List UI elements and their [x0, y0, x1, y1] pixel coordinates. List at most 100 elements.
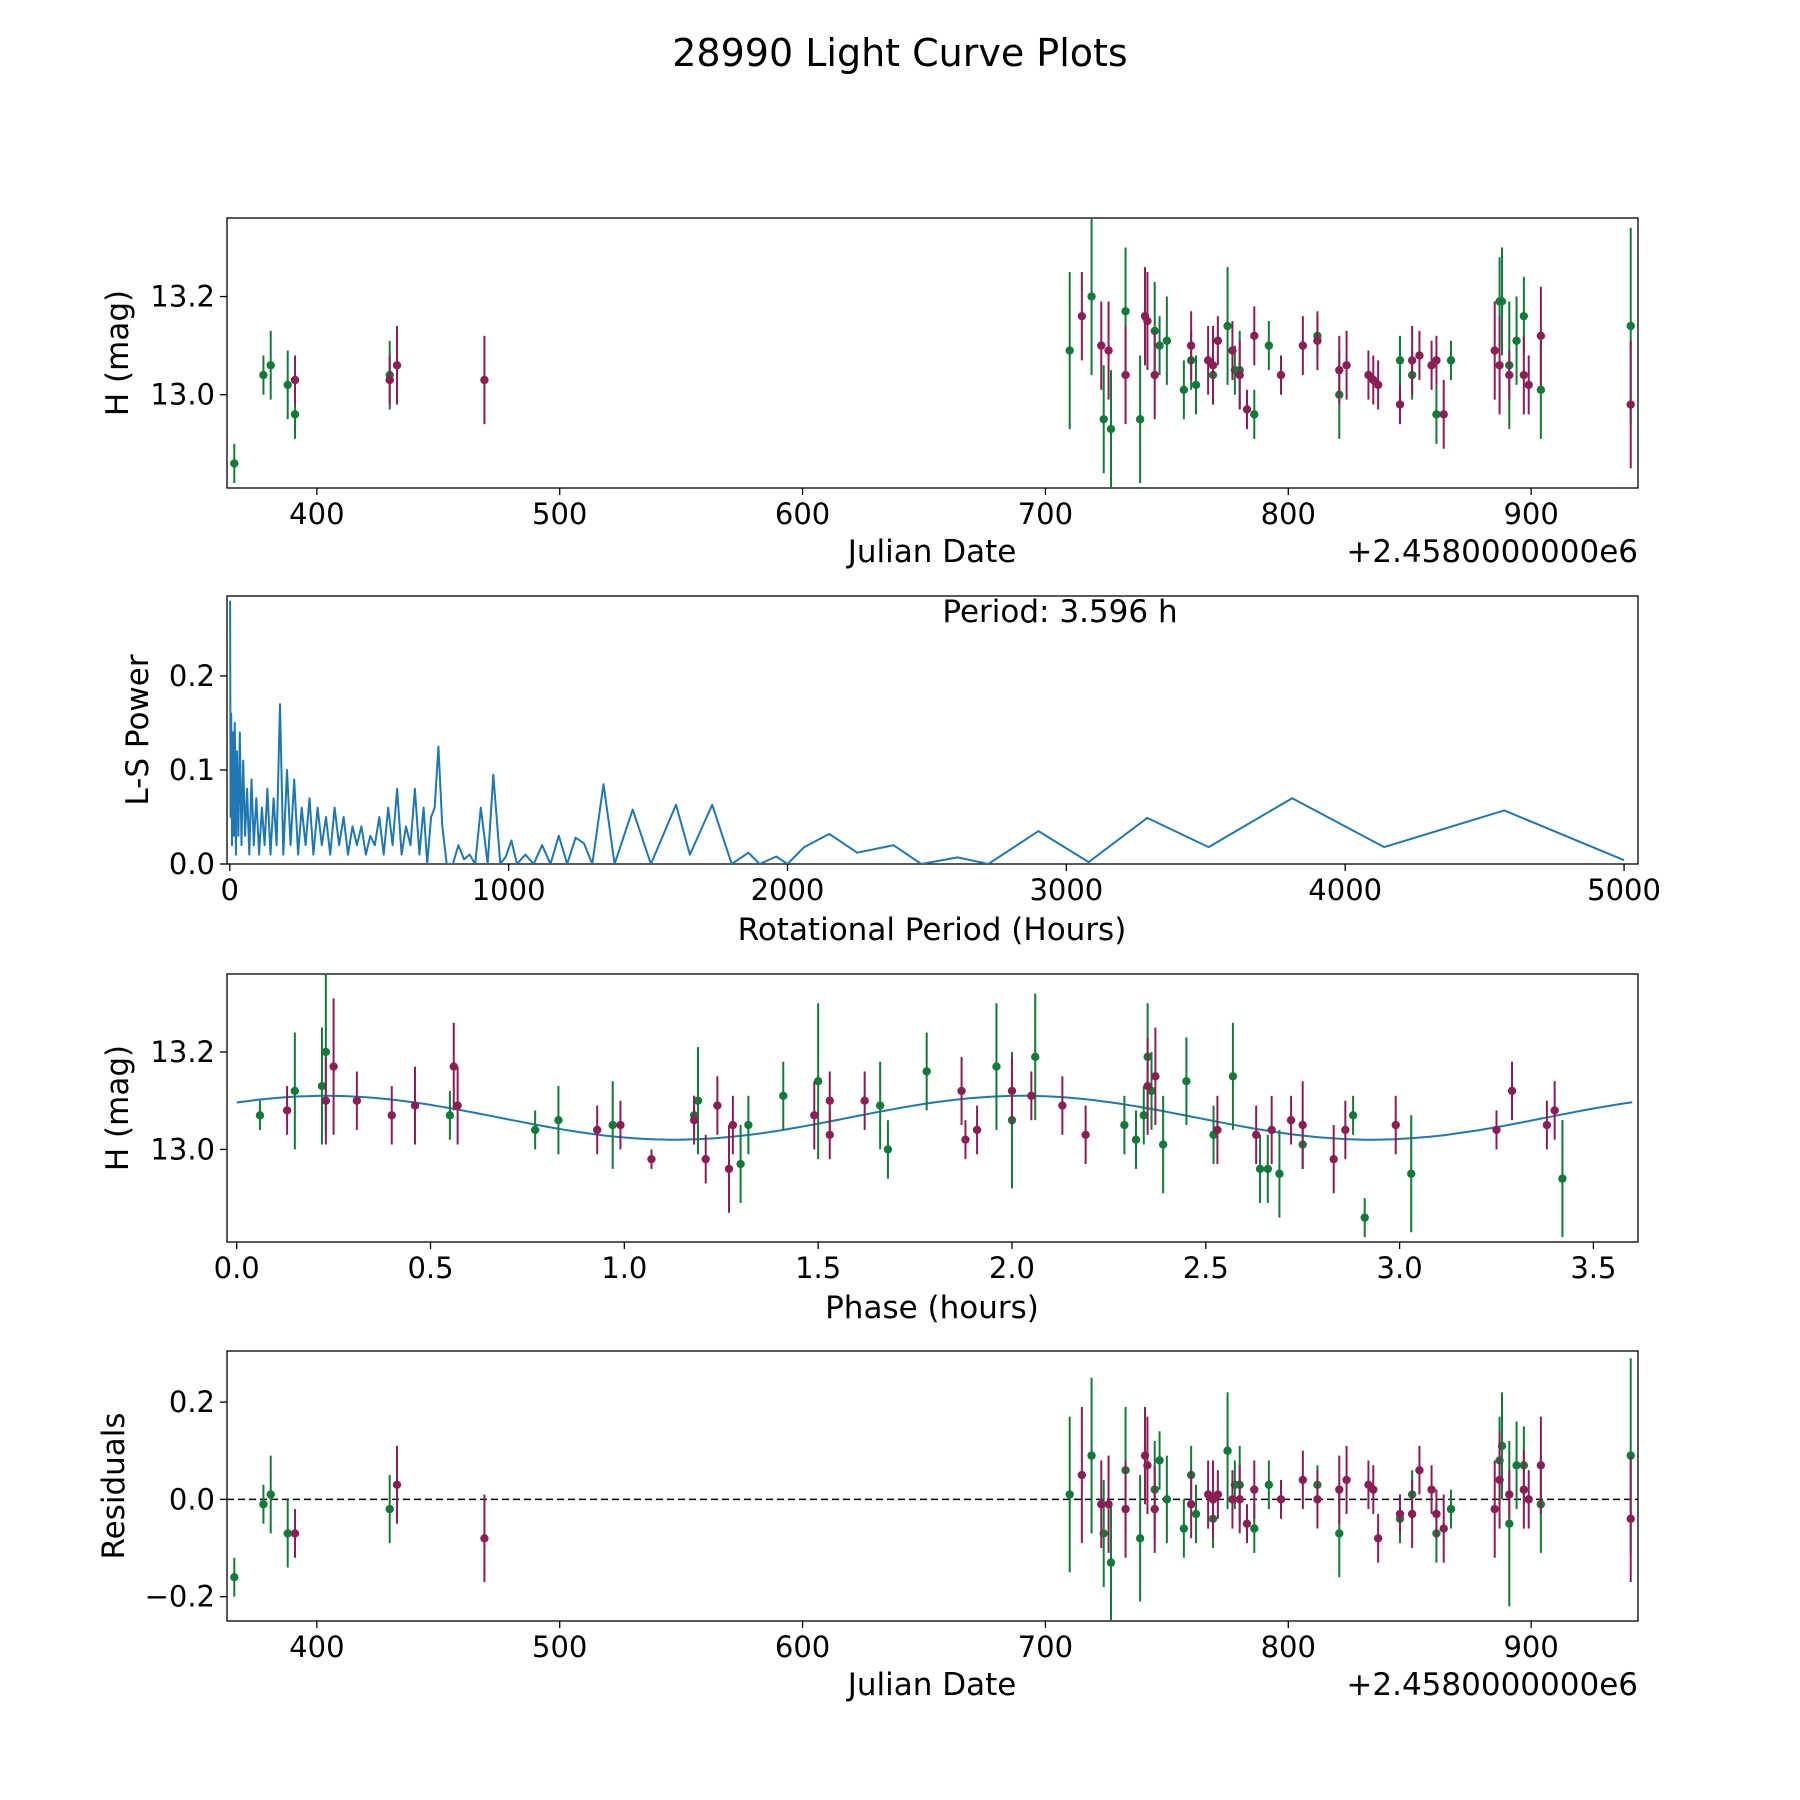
data-point-green — [1087, 292, 1096, 301]
data-point-green — [259, 370, 268, 380]
panel-periodogram: L-S Power Rotational Period (Hours) Peri… — [120, 594, 1639, 948]
data-point-green — [1348, 1111, 1358, 1120]
y-tick-label: 13.2 — [150, 280, 215, 314]
y-tick-label: 0.2 — [169, 1385, 215, 1419]
data-point-purple — [1329, 1154, 1338, 1164]
data-point-purple — [453, 1101, 462, 1110]
y-axis-label: H (mag) — [100, 1045, 136, 1171]
data-point-green — [1264, 341, 1274, 350]
data-point-green — [255, 1111, 265, 1120]
data-point-green — [1135, 1534, 1145, 1543]
data-point-green — [290, 1086, 300, 1096]
data-point-green — [1031, 1052, 1040, 1062]
data-point-green — [813, 1077, 823, 1086]
data-point-purple — [1626, 1514, 1635, 1524]
data-point-purple — [1373, 1534, 1383, 1543]
data-point-green — [230, 459, 239, 468]
data-point-purple — [1150, 1504, 1159, 1514]
y-axis-label: H (mag) — [100, 290, 136, 416]
data-point-purple — [1342, 1475, 1351, 1485]
data-point-purple — [1341, 1125, 1350, 1135]
data-point-green — [1131, 1135, 1141, 1144]
data-point-purple — [1490, 346, 1499, 355]
data-point-green — [1512, 336, 1521, 345]
data-point-purple — [825, 1130, 834, 1140]
data-point-green — [554, 1115, 563, 1125]
data-point-purple — [1335, 1485, 1344, 1494]
data-point-purple — [1395, 400, 1405, 409]
data-point-purple — [1250, 1485, 1259, 1494]
periodogram-line — [229, 600, 1625, 864]
data-point-purple — [352, 1096, 362, 1105]
data-point-purple — [1519, 1485, 1529, 1494]
x-axis-label: Rotational Period (Hours) — [738, 912, 1127, 948]
x-tick-label: 600 — [775, 1630, 830, 1664]
data-point-purple — [1507, 1086, 1517, 1096]
data-point-green — [230, 1573, 239, 1582]
data-point-green — [1275, 1169, 1284, 1178]
x-tick-label: 400 — [289, 497, 344, 531]
data-point-green — [1182, 1077, 1191, 1086]
x-tick-label: 700 — [1018, 497, 1073, 531]
data-point-purple — [1058, 1101, 1067, 1110]
data-point-purple — [1208, 361, 1218, 370]
data-point-purple — [321, 1096, 331, 1105]
data-point-purple — [1151, 1072, 1160, 1081]
data-point-green — [1191, 380, 1201, 390]
x-tick-label: 2.5 — [1183, 1251, 1229, 1285]
data-point-green — [1432, 410, 1441, 419]
x-tick-label: 800 — [1261, 497, 1316, 531]
data-point-green — [321, 1047, 331, 1057]
data-point-green — [1191, 1509, 1201, 1519]
data-point-purple — [1626, 400, 1635, 409]
data-point-purple — [1143, 316, 1152, 326]
data-point-purple — [1415, 1465, 1424, 1475]
data-point-purple — [480, 1534, 489, 1543]
model-fit-curve — [236, 1094, 1633, 1141]
y-tick-label: 13.2 — [150, 1035, 215, 1069]
x-tick-label: 400 — [289, 1630, 344, 1664]
data-point-green — [1407, 1169, 1416, 1178]
data-point-purple — [1143, 1081, 1152, 1091]
data-point-purple — [1276, 1495, 1286, 1504]
data-point-purple — [1490, 1504, 1499, 1514]
x-tick-label: 600 — [775, 497, 830, 531]
data-point-purple — [825, 1096, 834, 1105]
data-point-green — [693, 1096, 703, 1105]
plot-area-2 — [229, 600, 1625, 864]
data-point-purple — [1097, 341, 1106, 350]
data-point-purple — [1235, 1495, 1244, 1504]
data-point-green — [259, 1500, 268, 1509]
data-point-purple — [616, 1120, 625, 1130]
data-point-purple — [1298, 1120, 1307, 1130]
data-point-purple — [1391, 1120, 1400, 1130]
data-point-purple — [860, 1096, 869, 1105]
data-point-purple — [1298, 1475, 1308, 1485]
plot-area-4 — [227, 1358, 1638, 1621]
panel-residuals: Residuals Julian Date +2.4580000000e6 — [96, 1350, 1639, 1703]
data-point-green — [1155, 341, 1164, 350]
y-tick-label: 0.1 — [169, 753, 215, 787]
data-point-green — [1139, 1111, 1148, 1120]
data-point-purple — [1150, 370, 1159, 380]
data-point-purple — [972, 1125, 982, 1135]
plot-area-1 — [230, 218, 1635, 488]
data-point-green — [1099, 415, 1108, 424]
x-tick-label: 3.0 — [1377, 1251, 1423, 1285]
data-point-green — [875, 1101, 885, 1110]
data-point-purple — [724, 1164, 734, 1174]
y-axis-label: Residuals — [96, 1412, 132, 1559]
data-point-purple — [1550, 1106, 1559, 1115]
data-point-green — [1497, 297, 1507, 306]
data-point-purple — [1495, 1475, 1504, 1485]
x-tick-label: 4000 — [1308, 873, 1382, 907]
data-point-purple — [290, 375, 300, 385]
data-point-purple — [1313, 336, 1322, 345]
data-point-purple — [647, 1154, 656, 1164]
period-annotation: Period: 3.596 h — [942, 594, 1177, 630]
data-point-purple — [1143, 1461, 1152, 1470]
y-axis-label: L-S Power — [120, 654, 156, 805]
data-point-purple — [1519, 370, 1529, 380]
data-point-purple — [1007, 1086, 1017, 1096]
data-point-purple — [1298, 341, 1308, 350]
